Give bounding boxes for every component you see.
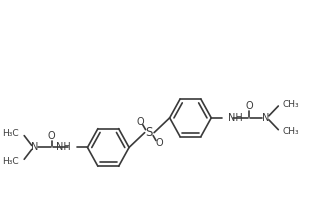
Text: NH: NH — [56, 142, 70, 152]
Text: H₃C: H₃C — [2, 129, 19, 138]
Text: N: N — [262, 113, 270, 123]
Text: O: O — [155, 138, 163, 149]
Text: O: O — [245, 101, 253, 111]
Text: H₃C: H₃C — [2, 157, 19, 166]
Text: S: S — [146, 126, 153, 139]
Text: CH₃: CH₃ — [282, 127, 299, 136]
Text: N: N — [31, 142, 38, 152]
Text: O: O — [48, 131, 55, 141]
Text: NH: NH — [228, 113, 243, 123]
Text: CH₃: CH₃ — [282, 100, 299, 108]
Text: O: O — [136, 117, 144, 127]
